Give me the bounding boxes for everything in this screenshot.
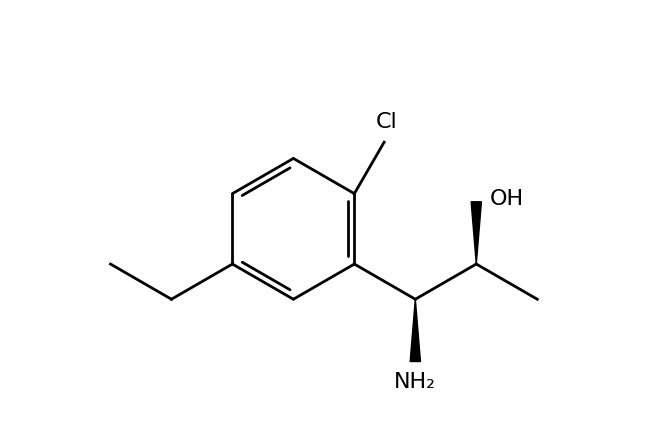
Polygon shape bbox=[471, 202, 482, 264]
Text: Cl: Cl bbox=[376, 112, 397, 133]
Text: NH₂: NH₂ bbox=[394, 372, 436, 392]
Polygon shape bbox=[410, 299, 420, 361]
Text: OH: OH bbox=[490, 189, 524, 209]
